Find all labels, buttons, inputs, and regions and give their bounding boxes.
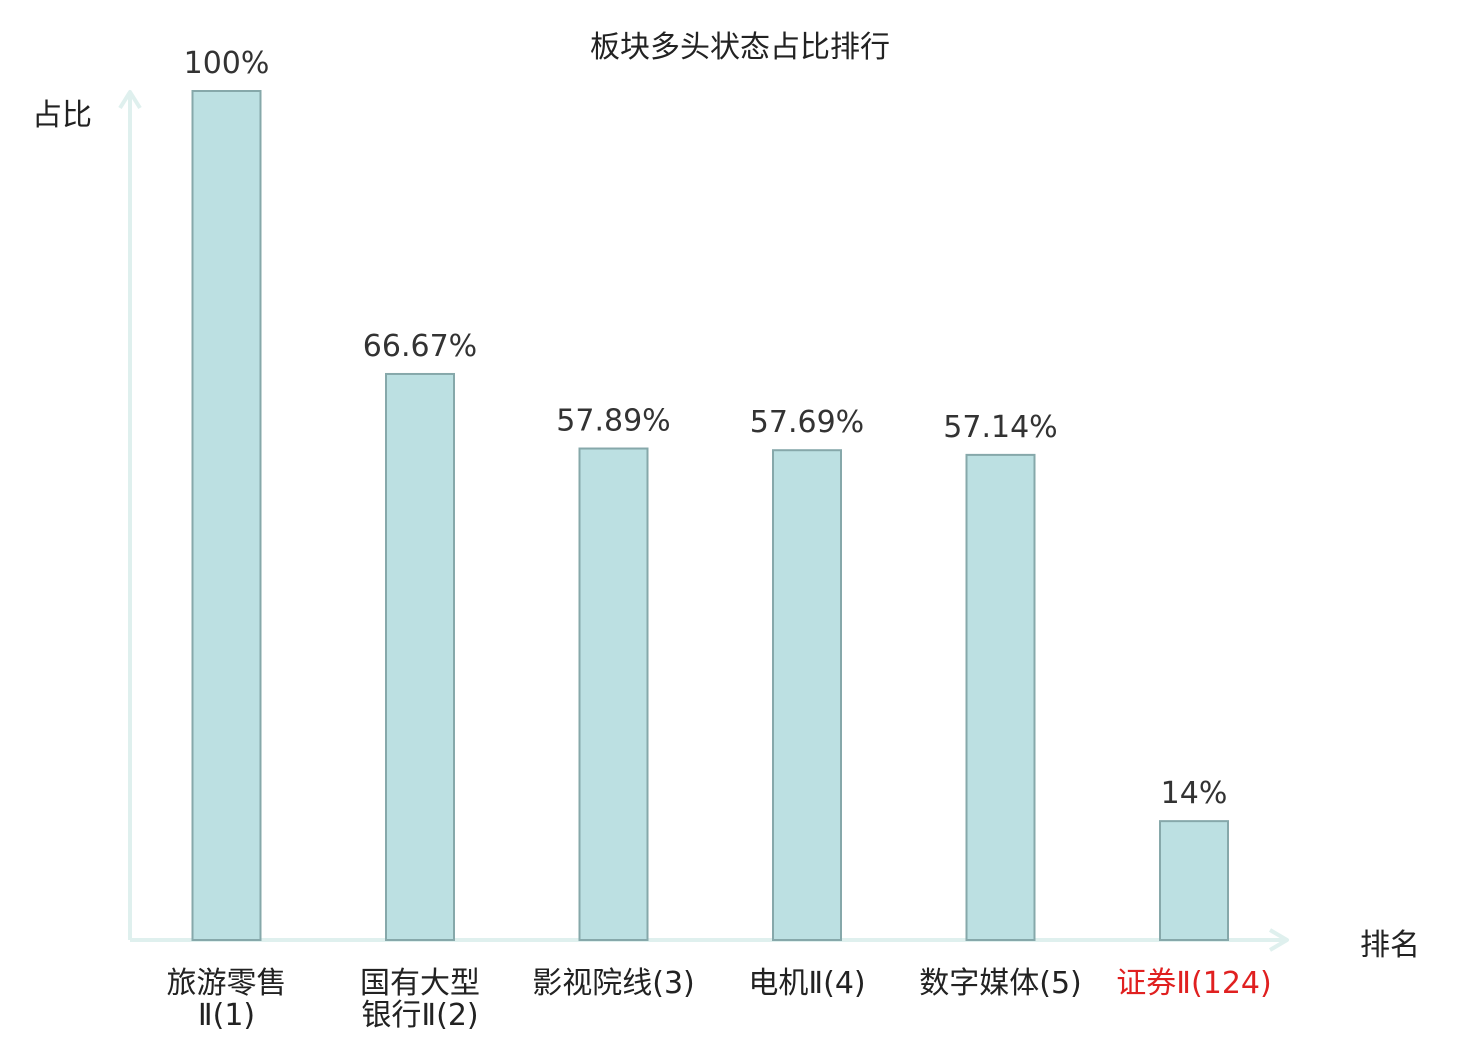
bar (1159, 820, 1229, 942)
chart-title: 板块多头状态占比排行 (590, 30, 890, 65)
bar (772, 449, 842, 941)
x-axis-arrow (1268, 928, 1289, 952)
category-tick-label: Ⅱ(1) (198, 998, 255, 1033)
category-tick-label: 银行Ⅱ(2) (361, 998, 478, 1033)
y-axis-label: 占比 (32, 98, 92, 133)
bar (965, 453, 1036, 941)
category-tick-label: 影视院线(3) (532, 966, 695, 1001)
data-label: 57.14% (943, 410, 1057, 445)
category-tick-label: 旅游零售 (167, 966, 287, 1001)
category-tick-label: 电机Ⅱ(4) (748, 966, 865, 1001)
bar (191, 90, 262, 941)
data-label: 100% (184, 46, 270, 81)
data-label: 66.67% (363, 329, 477, 364)
category-tick-label: 证券Ⅱ(124) (1116, 966, 1271, 1001)
x-axis-label: 排名 (1360, 928, 1420, 963)
category-tick-label: 数字媒体(5) (919, 966, 1082, 1001)
bar (385, 372, 455, 942)
bar (578, 447, 649, 941)
data-label: 57.89% (556, 404, 670, 439)
data-label: 14% (1161, 776, 1228, 811)
y-axis-arrow (118, 90, 142, 110)
category-tick-label: 国有大型 (360, 966, 480, 1001)
data-label: 57.69% (750, 405, 864, 440)
